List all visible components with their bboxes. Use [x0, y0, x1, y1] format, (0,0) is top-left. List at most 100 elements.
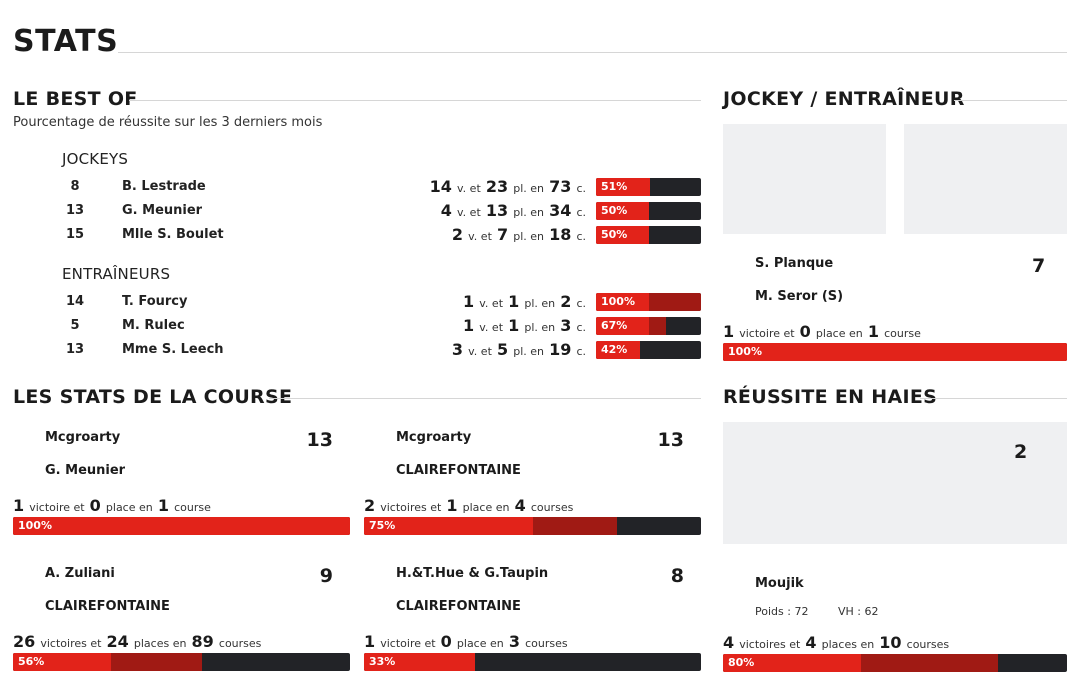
success-bar: 100%	[13, 517, 350, 535]
jt-jockey-name[interactable]: S. Planque	[755, 256, 834, 271]
jt-number: 7	[1032, 255, 1046, 277]
person-name[interactable]: Mme S. Leech	[122, 342, 224, 357]
runner-number: 15	[65, 227, 85, 242]
best-of-row[interactable]: 15 Mlle S. Boulet 2 v. et 7 pl. en 18 c.	[60, 225, 701, 245]
hurdles-success-bar: 80%	[723, 654, 1067, 672]
card-name-secondary[interactable]: G. Meunier	[45, 463, 126, 478]
success-pct: 51%	[601, 180, 628, 193]
success-bar: 100%	[596, 293, 701, 311]
stat-line: 2 victoires et 1 place en 4 courses	[364, 496, 574, 515]
runner-number: 8	[70, 179, 80, 194]
card-name-primary[interactable]: Mcgroarty	[45, 430, 121, 445]
card-number: 9	[319, 565, 333, 587]
hurdles-weight: Poids : 72	[755, 605, 809, 618]
success-bar: 50%	[596, 202, 701, 220]
card-name-primary[interactable]: H.&T.Hue & G.Taupin	[396, 566, 549, 581]
card-name-primary[interactable]: Mcgroarty	[396, 430, 472, 445]
trainers-label: ENTRAÎNEURS	[62, 265, 171, 283]
success-bar: 50%	[596, 226, 701, 244]
runner-number: 5	[70, 318, 80, 333]
success-pct: 42%	[601, 343, 628, 356]
jockeys-label: JOCKEYS	[62, 150, 129, 168]
win-segment	[596, 226, 649, 244]
title-divider	[118, 52, 1067, 53]
success-bar: 75%	[364, 517, 701, 535]
best-of-row[interactable]: 13 G. Meunier 4 v. et 13 pl. en 34 c.	[60, 201, 701, 221]
stat-line: 26 victoires et 24 places en 89 courses	[13, 632, 262, 651]
card-name-secondary[interactable]: CLAIREFONTAINE	[396, 463, 521, 478]
person-name[interactable]: Mlle S. Boulet	[122, 227, 224, 242]
win-segment	[723, 654, 861, 672]
hurdles-title: RÉUSSITE EN HAIES	[723, 386, 938, 408]
hurdles-divider	[920, 398, 1067, 399]
best-of-row[interactable]: 8 B. Lestrade 14 v. et 23 pl. en 73 c.	[60, 177, 701, 197]
stat-line: 4 v. et 13 pl. en 34 c.	[440, 201, 586, 220]
stat-line: 2 v. et 7 pl. en 18 c.	[451, 225, 586, 244]
stat-line: 1 v. et 1 pl. en 2 c.	[463, 292, 586, 311]
win-segment	[723, 343, 1067, 361]
course-stat-card: A. Zuliani 9 CLAIREFONTAINE 26 victoires et…	[13, 565, 350, 674]
person-name[interactable]: G. Meunier	[122, 203, 203, 218]
win-segment	[596, 317, 649, 335]
course-stats-divider	[269, 398, 701, 399]
success-pct: 75%	[369, 519, 396, 532]
horse-photo-placeholder	[723, 422, 1067, 544]
success-bar: 42%	[596, 341, 701, 359]
win-segment	[596, 202, 649, 220]
stat-line: 14 v. et 23 pl. en 73 c.	[429, 177, 586, 196]
jockey-photo-placeholder	[723, 124, 886, 234]
success-pct: 100%	[601, 295, 635, 308]
card-number: 8	[670, 565, 684, 587]
best-of-title: LE BEST OF	[13, 88, 138, 110]
win-segment	[13, 517, 350, 535]
success-pct: 100%	[728, 345, 762, 358]
runner-number: 14	[65, 294, 85, 309]
win-segment	[364, 653, 476, 671]
person-name[interactable]: M. Rulec	[122, 318, 185, 333]
jt-success-bar: 100%	[723, 343, 1067, 361]
course-stat-card: Mcgroarty 13 G. Meunier 1 victoire et 0 pla…	[13, 429, 350, 538]
success-pct: 67%	[601, 319, 628, 332]
win-segment	[13, 653, 111, 671]
success-bar: 67%	[596, 317, 701, 335]
card-name-secondary[interactable]: CLAIREFONTAINE	[45, 599, 170, 614]
success-pct: 56%	[18, 655, 45, 668]
page-title: STATS	[13, 24, 119, 59]
win-segment	[596, 178, 650, 196]
stat-line: 1 victoire et 0 place en 3 courses	[364, 632, 568, 651]
card-number: 13	[657, 429, 684, 451]
best-of-row[interactable]: 5 M. Rulec 1 v. et 1 pl. en 3 c.	[60, 316, 701, 336]
hurdles-horse-name[interactable]: Moujik	[755, 576, 804, 591]
jt-stat-line: 1 victoire et 0 place en 1 course	[723, 322, 921, 341]
best-of-row[interactable]: 13 Mme S. Leech 3 v. et 5 pl. en 19 c.	[60, 340, 701, 360]
success-pct: 50%	[601, 228, 628, 241]
runner-number: 13	[65, 342, 85, 357]
success-bar: 33%	[364, 653, 701, 671]
course-stats-title: LES STATS DE LA COURSE	[13, 386, 293, 408]
best-of-divider	[129, 100, 701, 101]
success-pct: 33%	[369, 655, 396, 668]
trainer-photo-placeholder	[904, 124, 1067, 234]
jockey-trainer-title: JOCKEY / ENTRAÎNEUR	[723, 88, 965, 110]
course-stat-card: Mcgroarty 13 CLAIREFONTAINE 2 victoires et …	[364, 429, 701, 538]
person-name[interactable]: B. Lestrade	[122, 179, 206, 194]
win-segment	[596, 293, 649, 311]
success-pct: 50%	[601, 204, 628, 217]
best-of-subtitle: Pourcentage de réussite sur les 3 dernie…	[13, 115, 323, 130]
hurdles-vh: VH : 62	[838, 605, 879, 618]
stat-line: 1 victoire et 0 place en 1 course	[13, 496, 211, 515]
success-bar: 51%	[596, 178, 701, 196]
card-name-secondary[interactable]: CLAIREFONTAINE	[396, 599, 521, 614]
stat-line: 1 v. et 1 pl. en 3 c.	[463, 316, 586, 335]
jt-trainer-name[interactable]: M. Seror (S)	[755, 289, 844, 304]
win-segment	[596, 341, 641, 359]
person-name[interactable]: T. Fourcy	[122, 294, 188, 309]
success-pct: 80%	[728, 656, 755, 669]
card-number: 13	[306, 429, 333, 451]
hurdles-stat-line: 4 victoires et 4 places en 10 courses	[723, 633, 950, 652]
success-bar: 56%	[13, 653, 350, 671]
best-of-row[interactable]: 14 T. Fourcy 1 v. et 1 pl. en 2 c.	[60, 292, 701, 312]
card-name-primary[interactable]: A. Zuliani	[45, 566, 115, 581]
jockey-trainer-divider	[954, 100, 1067, 101]
course-stat-card: H.&T.Hue & G.Taupin 8 CLAIREFONTAINE 1 vict…	[364, 565, 701, 674]
